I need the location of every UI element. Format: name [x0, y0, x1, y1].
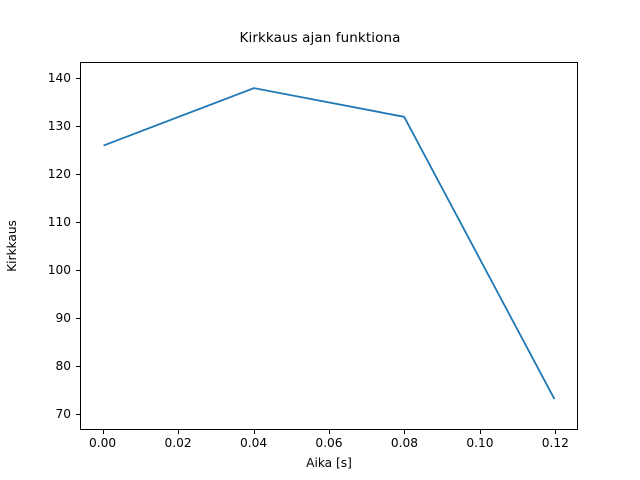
- x-tick-label: 0.06: [315, 436, 343, 450]
- x-tick-label: 0.08: [390, 436, 419, 450]
- x-tick-mark: [555, 430, 557, 434]
- y-tick-mark: [76, 414, 80, 416]
- y-tick-mark: [76, 318, 80, 320]
- y-tick-label: 110: [47, 214, 71, 229]
- y-tick-mark: [76, 270, 80, 272]
- y-tick-label: 120: [47, 166, 71, 181]
- x-tick-label: 0.10: [466, 436, 494, 450]
- plot-axes-frame: [80, 62, 578, 430]
- plot-area: [103, 87, 556, 400]
- y-tick-label: 130: [47, 118, 71, 133]
- x-axis-label: Aika [s]: [306, 456, 352, 470]
- x-tick-label: 0.04: [239, 436, 268, 450]
- y-tick-label: 140: [47, 70, 71, 85]
- x-tick-label: 0.02: [164, 436, 192, 450]
- y-tick-label: 80: [55, 359, 71, 374]
- y-tick-mark: [76, 77, 80, 79]
- y-tick-mark: [76, 173, 80, 175]
- x-tick-mark: [253, 430, 255, 434]
- data-series-line: [103, 87, 556, 400]
- y-tick-mark: [76, 366, 80, 368]
- y-tick-mark: [76, 125, 80, 127]
- x-tick-label: 0.12: [541, 436, 569, 450]
- y-tick-label: 70: [55, 407, 71, 422]
- x-tick-mark: [102, 430, 104, 434]
- x-tick-mark: [404, 430, 406, 434]
- y-tick-label: 90: [55, 311, 71, 326]
- chart-title: Kirkkaus ajan funktiona: [239, 30, 401, 46]
- y-tick-label: 100: [47, 263, 71, 278]
- x-tick-mark: [479, 430, 481, 434]
- x-tick-mark: [178, 430, 180, 434]
- x-tick-label: 0.00: [89, 436, 117, 450]
- y-tick-mark: [76, 221, 80, 223]
- x-tick-mark: [329, 430, 330, 434]
